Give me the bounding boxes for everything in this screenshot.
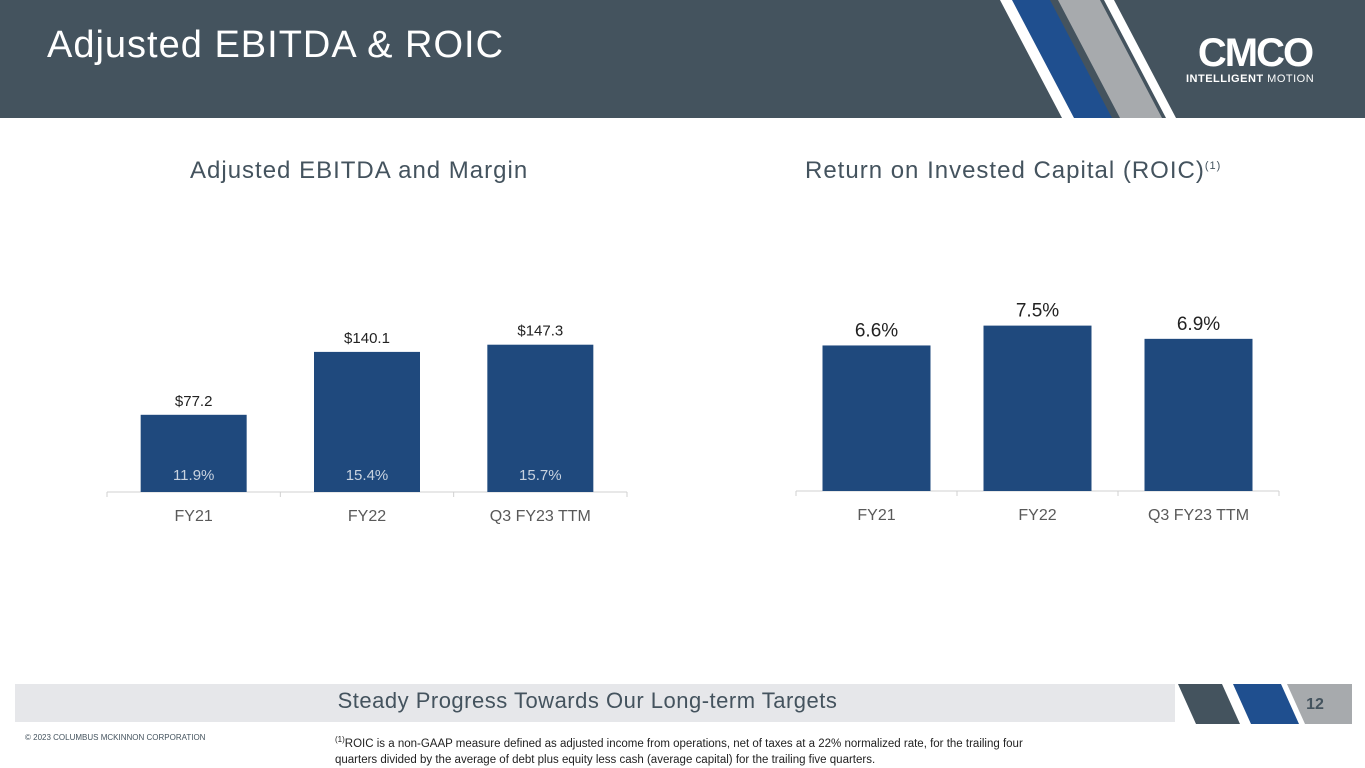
roic-bar-q3-fy23-ttm [1144, 338, 1253, 491]
header-banner: Adjusted EBITDA & ROIC CMCO INTELLIGENT … [0, 0, 1365, 118]
page-title: Adjusted EBITDA & ROIC [47, 24, 505, 66]
stripe-blue [1012, 0, 1112, 118]
header-stripes [1000, 0, 1176, 118]
ebitda-category-label: FY21 [175, 508, 213, 525]
ebitda-margin-label: 11.9% [173, 467, 214, 484]
ebitda-chart-title: Adjusted EBITDA and Margin [190, 157, 529, 184]
roic-category-label: FY22 [1018, 507, 1056, 524]
ebitda-bar-fy21 [140, 414, 247, 492]
ebitda-margin-label: 15.4% [346, 467, 389, 484]
ebitda-value-label: $140.1 [344, 330, 390, 347]
roic-bar-fy22 [983, 325, 1092, 491]
ebitda-value-label: $77.2 [175, 393, 213, 410]
footer-band [15, 684, 1175, 722]
logo-word: CMCO [1198, 31, 1313, 75]
roic-category-label: FY21 [857, 507, 895, 524]
footer-tagline: Steady Progress Towards Our Long-term Ta… [337, 688, 838, 713]
roic-category-label: Q3 FY23 TTM [1148, 507, 1249, 524]
roic-value-label: 6.6% [855, 320, 898, 341]
roic-bar-fy21 [822, 345, 931, 491]
logo-tagline: INTELLIGENT MOTION [1186, 73, 1315, 85]
stripe-gray [1058, 0, 1162, 118]
page-number: 12 [1306, 696, 1324, 713]
footnote-text: ROIC is a non-GAAP measure defined as ad… [335, 737, 1023, 766]
ebitda-bar-q3-fy23-ttm [487, 344, 594, 492]
ebitda-category-label: Q3 FY23 TTM [490, 508, 591, 525]
cmco-logo-icon: CMCO [1198, 31, 1315, 75]
roic-value-label: 6.9% [1177, 314, 1220, 335]
roic-footnote: (1)ROIC is a non-GAAP measure defined as… [335, 732, 1055, 768]
copyright-text: © 2023 COLUMBUS MCKINNON CORPORATION [25, 733, 206, 742]
footnote-marker: (1) [335, 735, 345, 744]
footer-stripe-blue [1233, 684, 1299, 724]
footer-stripe-gray [1287, 684, 1352, 724]
footer-stripe-slate [1178, 684, 1240, 724]
stripe-white-2 [1104, 0, 1176, 118]
roic-title-footnote-marker: (1) [1204, 160, 1222, 172]
roic-chart-title: Return on Invested Capital (ROIC)(1) [805, 157, 1222, 184]
roic-value-label: 7.5% [1016, 301, 1059, 322]
ebitda-bar-fy22 [314, 351, 420, 492]
ebitda-category-label: FY22 [348, 508, 386, 525]
ebitda-value-label: $147.3 [517, 323, 563, 340]
ebitda-margin-label: 15.7% [519, 467, 562, 484]
